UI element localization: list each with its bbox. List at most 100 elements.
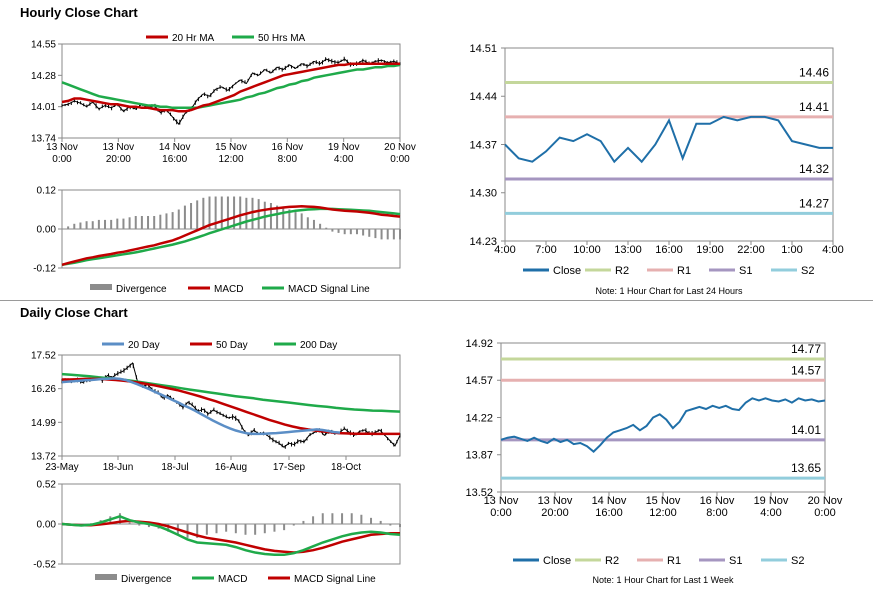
hourly-price-x-label: 19 Nov xyxy=(328,142,360,153)
c-hourly-levels-y-label: 14.23 xyxy=(469,236,497,248)
daily-price-y-label: 13.72 xyxy=(31,452,56,463)
c-hourly-levels-x-label: 7:00 xyxy=(535,244,556,256)
hourly-price-x-label: 13 Nov xyxy=(102,142,134,153)
daily-macd-y-label: 0.00 xyxy=(37,520,57,531)
hourly-price-y-label: 14.28 xyxy=(31,71,56,82)
c-hourly-levels-x-label: 13:00 xyxy=(614,244,642,256)
legend-label: R1 xyxy=(667,555,681,567)
legend-label: MACD Signal Line xyxy=(288,284,370,295)
daily-price-x-label: 16-Aug xyxy=(215,462,247,473)
hourly-price-x-label: 0:00 xyxy=(390,154,410,165)
c-hourly-levels-x-label: 22:00 xyxy=(737,244,765,256)
level-r1-label: 14.57 xyxy=(791,363,821,377)
legend-label: 20 Day xyxy=(128,340,160,351)
legend-label: S1 xyxy=(729,555,742,567)
ma-50h-line xyxy=(61,63,401,110)
level-s2-label: 13.65 xyxy=(791,461,821,475)
hourly-price-x-label: 16 Nov xyxy=(271,142,303,153)
ma-50d-line xyxy=(62,377,400,436)
hourly-macd-y-label: 0.00 xyxy=(37,225,57,236)
c-hourly-levels-y-label: 14.51 xyxy=(469,43,497,55)
c-daily-levels-y-label: 13.52 xyxy=(465,487,493,499)
legend-label: 50 Day xyxy=(216,340,248,351)
level-r2-label: 14.46 xyxy=(799,65,829,79)
legend-label: Close xyxy=(543,555,571,567)
legend-label: S2 xyxy=(801,265,814,277)
price-line xyxy=(61,362,401,448)
c-hourly-levels-x-label: 4:00 xyxy=(822,244,843,256)
section-divider xyxy=(0,300,873,301)
c-hourly-levels-x-label: 4:00 xyxy=(494,244,515,256)
ma-20h-line xyxy=(61,62,400,113)
chart-note: Note: 1 Hour Chart for Last 24 Hours xyxy=(595,286,743,296)
c-hourly-levels-y-label: 14.30 xyxy=(469,188,497,200)
legend-label: R2 xyxy=(605,555,619,567)
daily-macd-y-label: 0.52 xyxy=(37,480,57,491)
hourly-price-frame xyxy=(61,43,401,139)
legend-label: S2 xyxy=(791,555,804,567)
level-s1-label: 14.32 xyxy=(799,162,829,176)
c-daily-levels-x-label: 13 Nov xyxy=(538,495,573,507)
hourly-price-x-label: 12:00 xyxy=(218,154,243,165)
legend-label: Divergence xyxy=(116,284,167,295)
hourly-price-x-label: 15 Nov xyxy=(215,142,247,153)
price-line xyxy=(61,58,401,125)
legend-label: R2 xyxy=(615,265,629,277)
c-hourly-levels-y-label: 14.37 xyxy=(469,139,497,151)
legend-label: R1 xyxy=(677,265,691,277)
daily-price-x-label: 18-Jul xyxy=(161,462,188,473)
legend-label: Divergence xyxy=(121,574,172,585)
legend-label: 50 Hrs MA xyxy=(258,33,306,44)
c-hourly-levels-x-label: 16:00 xyxy=(655,244,683,256)
daily-price-y-label: 16.26 xyxy=(31,384,56,395)
daily-macd-y-label: -0.52 xyxy=(33,560,56,571)
hourly-macd-chart: 0.12 0.00 -0.12 Divergence MACD MACD Signal L… xyxy=(33,186,401,295)
c-hourly-levels-x-label: 1:00 xyxy=(781,244,802,256)
hourly-macd-y-label: -0.12 xyxy=(33,264,56,275)
daily-price-x-label: 17-Sep xyxy=(273,462,306,473)
ma-20d-line xyxy=(61,377,341,436)
daily-price-x-label: 23-May xyxy=(45,462,78,473)
hourly-price-x-label: 8:00 xyxy=(278,154,298,165)
c-daily-levels-y-label: 14.22 xyxy=(465,412,493,424)
daily-price-y-label: 17.52 xyxy=(31,351,56,362)
c-daily-levels-x-label: 20 Nov xyxy=(808,495,843,507)
level-s2-label: 14.27 xyxy=(799,196,829,210)
legend-label: MACD xyxy=(218,574,247,585)
level-s1-label: 14.01 xyxy=(791,423,821,437)
c-daily-levels-x-label: 16:00 xyxy=(595,507,623,519)
hourly-price-x-label: 20:00 xyxy=(106,154,131,165)
c-daily-levels-x-label: 19 Nov xyxy=(754,495,789,507)
c-daily-levels-x-label: 14 Nov xyxy=(592,495,627,507)
hourly-section-title: Hourly Close Chart xyxy=(20,5,138,20)
legend-label: MACD Signal Line xyxy=(294,574,376,585)
c-daily-levels-y-label: 14.92 xyxy=(465,338,493,350)
legend-swatch xyxy=(90,284,112,290)
daily-price-x-label: 18-Jun xyxy=(103,462,134,473)
macd-signal-line xyxy=(61,519,400,554)
legend-label: 20 Hr MA xyxy=(172,33,215,44)
daily-price-x-label: 18-Oct xyxy=(331,462,361,473)
hourly-price-x-label: 13 Nov xyxy=(46,142,78,153)
hourly-price-x-label: 20 Nov xyxy=(384,142,416,153)
daily-section-title: Daily Close Chart xyxy=(20,305,128,320)
c-daily-levels-x-label: 4:00 xyxy=(760,507,781,519)
close-line xyxy=(500,397,826,453)
hourly-price-x-label: 16:00 xyxy=(162,154,187,165)
legend-label: MACD xyxy=(214,284,243,295)
hourly-price-x-label: 0:00 xyxy=(52,154,72,165)
c-daily-levels-x-label: 16 Nov xyxy=(700,495,735,507)
hourly-price-chart: 20 Hr MA 50 Hrs MA14.5514.2814.0113.7413 … xyxy=(31,33,416,165)
c-daily-levels-x-label: 0:00 xyxy=(490,507,511,519)
legend-label: Close xyxy=(553,265,581,277)
daily-price-y-label: 14.99 xyxy=(31,418,56,429)
hourly-price-y-label: 13.74 xyxy=(31,134,56,145)
c-daily-levels-x-label: 12:00 xyxy=(649,507,677,519)
chart-note: Note: 1 Hour Chart for Last 1 Week xyxy=(593,575,734,585)
macd-line xyxy=(61,514,401,557)
hourly-price-y-label: 14.55 xyxy=(31,40,56,51)
c-hourly-levels-x-label: 19:00 xyxy=(696,244,724,256)
c-daily-levels-x-label: 8:00 xyxy=(706,507,727,519)
level-r2-label: 14.77 xyxy=(791,342,821,356)
